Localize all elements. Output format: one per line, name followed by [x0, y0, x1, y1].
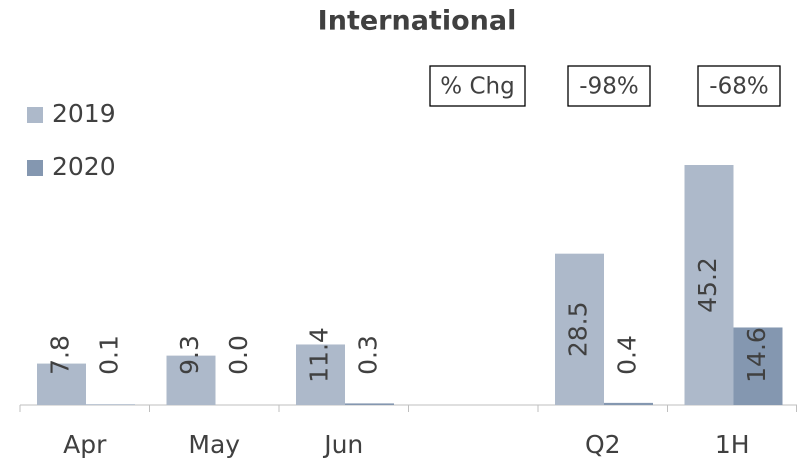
bar: [604, 402, 653, 405]
legend-swatch: [27, 160, 43, 176]
annotation: -98%: [579, 74, 638, 100]
data-label: 7.8: [46, 335, 75, 375]
bar: [296, 344, 345, 405]
x-tick-label: Q2: [585, 430, 621, 459]
annotation-box: [697, 65, 781, 107]
annotation-box: [567, 65, 651, 107]
x-tick-label: Apr: [63, 430, 107, 459]
data-label: 45.2: [693, 257, 722, 313]
bar: [733, 327, 783, 405]
legend-label: 2019: [52, 99, 116, 128]
legend-swatch: [27, 107, 43, 123]
bar: [166, 355, 216, 405]
x-tick-label: May: [188, 430, 240, 459]
legend-label: 2020: [52, 152, 116, 181]
data-label: 0.4: [613, 335, 642, 375]
x-tick-label: Jun: [322, 430, 363, 459]
bar: [684, 165, 734, 405]
data-label: 0.3: [354, 335, 383, 375]
annotation: % Chg: [440, 74, 514, 100]
x-tick-label: 1H: [715, 430, 750, 459]
data-label: 0.1: [95, 335, 124, 375]
bar: [345, 403, 394, 405]
bar: [86, 404, 135, 405]
bar: [555, 253, 604, 405]
bar: [37, 363, 86, 405]
data-label: 0.0: [224, 335, 253, 375]
annotation: -68%: [709, 74, 768, 100]
data-label: 11.4: [305, 327, 334, 383]
annotation-box: [429, 65, 526, 107]
data-label: 14.6: [742, 327, 771, 383]
data-label: 9.3: [175, 335, 204, 375]
chart-title: International: [318, 6, 517, 37]
data-label: 28.5: [564, 302, 593, 358]
